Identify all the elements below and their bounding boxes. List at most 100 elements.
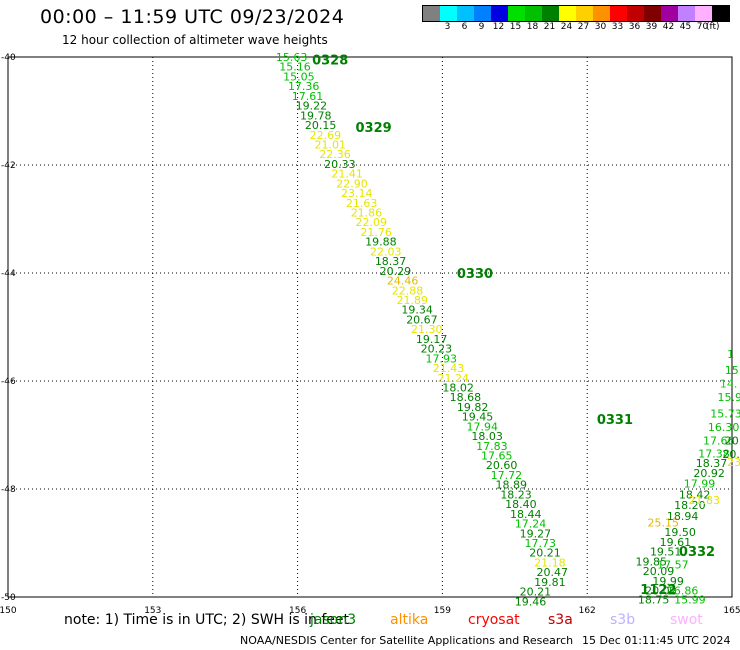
wave-height-value: 15.99 — [674, 594, 706, 607]
wave-height-value: 17.94 — [467, 420, 499, 433]
map-subtitle: 12 hour collection of altimeter wave hei… — [62, 33, 328, 47]
satellite-label-altika: altika — [390, 612, 429, 628]
wave-height-value: 15.9 — [718, 391, 740, 404]
satellite-legend: jason3 altika cryosat s3a s3b swot — [0, 612, 740, 632]
wave-height-value: 20.21 — [529, 547, 561, 560]
legend-label: 3 — [444, 22, 451, 32]
wave-height-value: 18.02 — [442, 381, 474, 394]
wave-height-value: 20.09 — [643, 565, 675, 578]
legend-swatch — [695, 6, 712, 21]
legend-label: 6 — [461, 22, 468, 32]
pass-time-labels: 0328 0329 0330 0331 0332 1122 — [312, 54, 715, 598]
pass-time-label: 0328 — [312, 54, 348, 69]
wave-height-value: 19.27 — [520, 527, 552, 540]
lon-tick-label: 150 — [0, 606, 17, 616]
legend-swatch — [678, 6, 695, 21]
wave-height-value: 20.02 — [645, 585, 677, 598]
wave-height-value: 17.57 — [657, 559, 689, 572]
wave-height-value: 18.44 — [510, 508, 542, 521]
wave-height-value: 15 — [725, 364, 739, 377]
wave-height-value: 23.14 — [341, 187, 373, 200]
satellite-label-jason3: jason3 — [310, 612, 357, 628]
map-grid — [7, 56, 733, 598]
wave-height-value: 19.46 — [515, 595, 547, 608]
wave-height-value: 20.29 — [380, 265, 412, 278]
footer-note: note: 1) Time is in UTC; 2) SWH is in fe… — [64, 612, 350, 628]
wave-height-value: 19.88 — [365, 236, 397, 249]
legend-swatch — [627, 6, 644, 21]
lat-tick-label: -50 — [1, 593, 16, 603]
wave-height-value: 21.18 — [534, 556, 566, 569]
wave-height-value: 18.37 — [696, 457, 728, 470]
wave-height-value: 23 — [727, 456, 740, 469]
color-legend — [422, 5, 730, 22]
legend-label: 45 — [679, 22, 692, 32]
lat-tick-label: -40 — [1, 53, 16, 63]
wave-height-value: 20.15 — [305, 119, 337, 132]
legend-label: 12 — [492, 22, 505, 32]
map-frame — [7, 56, 733, 598]
wave-height-value: 24.46 — [387, 275, 419, 288]
wave-height-value: 17.93 — [426, 352, 458, 365]
wave-height-value: 19.45 — [462, 411, 494, 424]
satellite-label-s3b: s3b — [610, 612, 636, 628]
wave-height-value: 20.66 — [722, 448, 740, 461]
wave-height-value: 21.01 — [314, 138, 346, 151]
wave-height-value: 17.65 — [481, 450, 512, 463]
wave-height-value: 20 — [725, 434, 739, 447]
wave-height-value: 20.33 — [324, 158, 356, 171]
legend-label: 15 — [509, 22, 522, 32]
legend-label: 30 — [594, 22, 607, 32]
wave-height-value: 17.73 — [524, 537, 556, 550]
legend-swatch — [491, 6, 508, 21]
lon-tick-label: 165 — [723, 606, 740, 616]
wave-height-value: 17.38 — [698, 447, 730, 460]
wave-height-value: 22.09 — [356, 216, 388, 229]
pass-time-label: 0330 — [457, 267, 493, 282]
wave-height-value: 19.50 — [664, 526, 696, 539]
wave-height-value: 19.82 — [457, 401, 489, 414]
legend-swatch — [576, 6, 593, 21]
legend-swatch — [525, 6, 542, 21]
legend-unit: (ft) — [706, 22, 720, 32]
legend-swatch — [508, 6, 525, 21]
wave-height-value: 21.43 — [433, 362, 465, 375]
wave-height-value: 22.03 — [370, 245, 402, 258]
wave-height-value: 18.37 — [375, 255, 407, 268]
legend-swatch — [423, 6, 440, 21]
credit-line: NOAA/NESDIS Center for Satellite Applica… — [240, 634, 574, 647]
wave-height-value: 19.99 — [652, 575, 684, 588]
legend-swatch — [474, 6, 491, 21]
satellite-label-s3a: s3a — [548, 612, 573, 628]
wave-height-value: 18.23 — [500, 488, 532, 501]
wave-height-value: 16.30 — [708, 421, 740, 434]
wave-height-value: 21.86 — [351, 207, 383, 220]
wave-height-value: 25.15 — [648, 516, 680, 529]
wave-height-value: 17.61 — [292, 90, 324, 103]
legend-swatch — [610, 6, 627, 21]
lat-tick-label: -48 — [1, 485, 16, 495]
wave-height-value: 18.68 — [450, 391, 482, 404]
legend-swatch — [644, 6, 661, 21]
legend-label: 70 — [696, 22, 709, 32]
generation-timestamp: 15 Dec 01:11:45 UTC 2024 — [582, 634, 731, 647]
pass-time-label: 0329 — [356, 121, 392, 136]
wave-height-value: 20.21 — [520, 586, 552, 599]
wave-height-value: 20.92 — [693, 467, 725, 480]
wave-height-value: 20.23 — [421, 343, 453, 356]
wave-height-value: 17.99 — [684, 478, 716, 491]
lon-tick-label: 156 — [289, 606, 306, 616]
wave-height-value: 18.94 — [667, 510, 699, 523]
wave-height-value: 17.83 — [476, 440, 508, 453]
wave-height-value: 17.36 — [288, 80, 320, 93]
wave-height-value: 18.75 — [638, 594, 670, 607]
wave-height-value: 19.17 — [416, 333, 448, 346]
wave-height-value: 19.61 — [660, 536, 692, 549]
legend-label: 21 — [543, 22, 556, 32]
wave-height-value: 22.69 — [310, 129, 342, 142]
wave-height-value: 20.67 — [406, 313, 438, 326]
wave-height-value: 19.78 — [300, 109, 332, 122]
wave-height-value: 18.20 — [674, 499, 706, 512]
wave-height-value: 18.03 — [471, 430, 503, 443]
